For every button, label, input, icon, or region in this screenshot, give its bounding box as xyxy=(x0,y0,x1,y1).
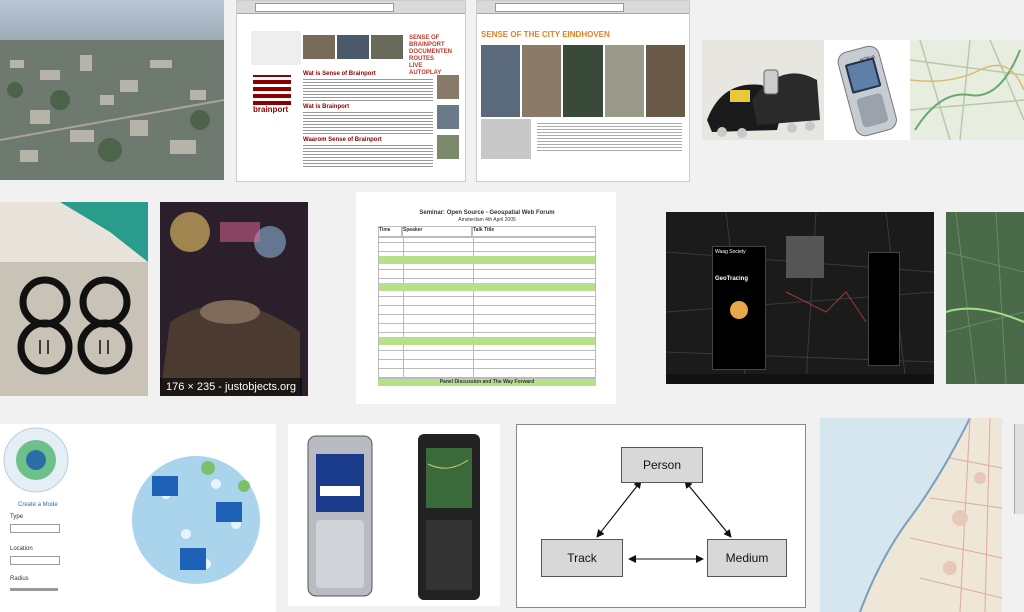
seminar-table: Seminar: Open Source - Geospatial Web Fo… xyxy=(378,210,596,386)
geotracing-sidebar xyxy=(868,252,900,366)
result-geotracing-app[interactable]: Waag Society GeoTracing xyxy=(666,212,934,384)
side-photo xyxy=(437,135,459,159)
dial-widget xyxy=(3,427,69,493)
location-label: Location xyxy=(10,546,33,552)
result-justobjects-photo[interactable]: 176 × 235 - justobjects.org xyxy=(160,202,308,396)
result-person-track-medium-diagram[interactable]: Person Track Medium xyxy=(516,424,806,608)
88-sign-image xyxy=(0,202,148,396)
image-size-caption: 176 × 235 - justobjects.org xyxy=(160,378,302,396)
table-body xyxy=(378,237,596,379)
diagram-arrows xyxy=(596,480,732,563)
side-photo xyxy=(437,105,459,129)
result-aerial-photo[interactable] xyxy=(0,0,224,180)
city-site-title: SENSE OF THE CITY EINDHOVEN xyxy=(481,30,610,39)
map-image xyxy=(910,40,1024,140)
brainport-menu xyxy=(251,31,301,65)
result-partial-edge[interactable] xyxy=(1014,424,1024,514)
table-header: Time Speaker Talk Title xyxy=(378,226,596,237)
location-select[interactable] xyxy=(10,556,60,565)
thumb-photo xyxy=(371,35,403,59)
diagram-node-track: Track xyxy=(541,539,623,577)
result-sense-of-brainport-site[interactable]: SENSE OF BRAINPORT DOCUMENTEN ROUTES LIV… xyxy=(236,0,466,182)
result-phones-photo[interactable] xyxy=(288,424,500,606)
nokia-phone-image xyxy=(824,40,910,140)
phones-image xyxy=(288,424,500,606)
aerial-photo-image xyxy=(0,0,224,180)
phone-in-hand-photo xyxy=(481,119,531,159)
radius-slider[interactable] xyxy=(10,588,58,591)
geotracing-panel: Waag Society GeoTracing xyxy=(712,246,766,370)
city-photo-strip xyxy=(481,45,686,117)
thumb-photo xyxy=(303,35,335,59)
rollerblades-image xyxy=(702,40,824,140)
type-label: Type xyxy=(10,514,24,520)
result-rollerblades-photo[interactable] xyxy=(702,40,824,140)
network-globe-image xyxy=(76,424,276,612)
result-network-diagram[interactable] xyxy=(76,424,276,612)
result-nokia-phone-photo[interactable]: NOKIA xyxy=(824,40,910,140)
thumb-photo xyxy=(337,35,369,59)
url-bar xyxy=(255,3,394,12)
radius-label: Radius xyxy=(10,576,29,582)
result-sense-of-the-city-site[interactable]: SENSE OF THE CITY EINDHOVEN xyxy=(476,0,690,182)
map-image xyxy=(820,418,1002,612)
map-image xyxy=(946,212,1024,384)
side-photo xyxy=(437,75,459,99)
browser-toolbar xyxy=(237,1,465,14)
create-mode-label: Create a Mode xyxy=(18,502,58,508)
diagram-node-person: Person xyxy=(621,447,703,483)
city-text xyxy=(537,121,682,151)
result-map-green[interactable] xyxy=(910,40,1024,140)
result-create-mode-app[interactable]: Create a Mode Type Location Radius xyxy=(0,424,76,612)
brainport-nav: SENSE OF BRAINPORT DOCUMENTEN ROUTES LIV… xyxy=(409,35,452,76)
result-map-green-2[interactable] xyxy=(946,212,1024,384)
diagram-node-medium: Medium xyxy=(707,539,787,577)
result-88-photo[interactable] xyxy=(0,202,148,396)
brainport-logo xyxy=(253,75,291,105)
type-select[interactable] xyxy=(10,524,60,533)
browser-toolbar xyxy=(477,1,689,14)
url-bar xyxy=(495,3,625,12)
result-coastline-map[interactable] xyxy=(820,418,1002,612)
brainport-text: Wat is Sense of Brainport Wat is Brainpo… xyxy=(303,71,433,170)
night-scene-image xyxy=(160,202,308,396)
brainport-wordmark: brainport xyxy=(253,105,289,114)
result-seminar-table[interactable]: Seminar: Open Source - Geospatial Web Fo… xyxy=(356,192,616,404)
